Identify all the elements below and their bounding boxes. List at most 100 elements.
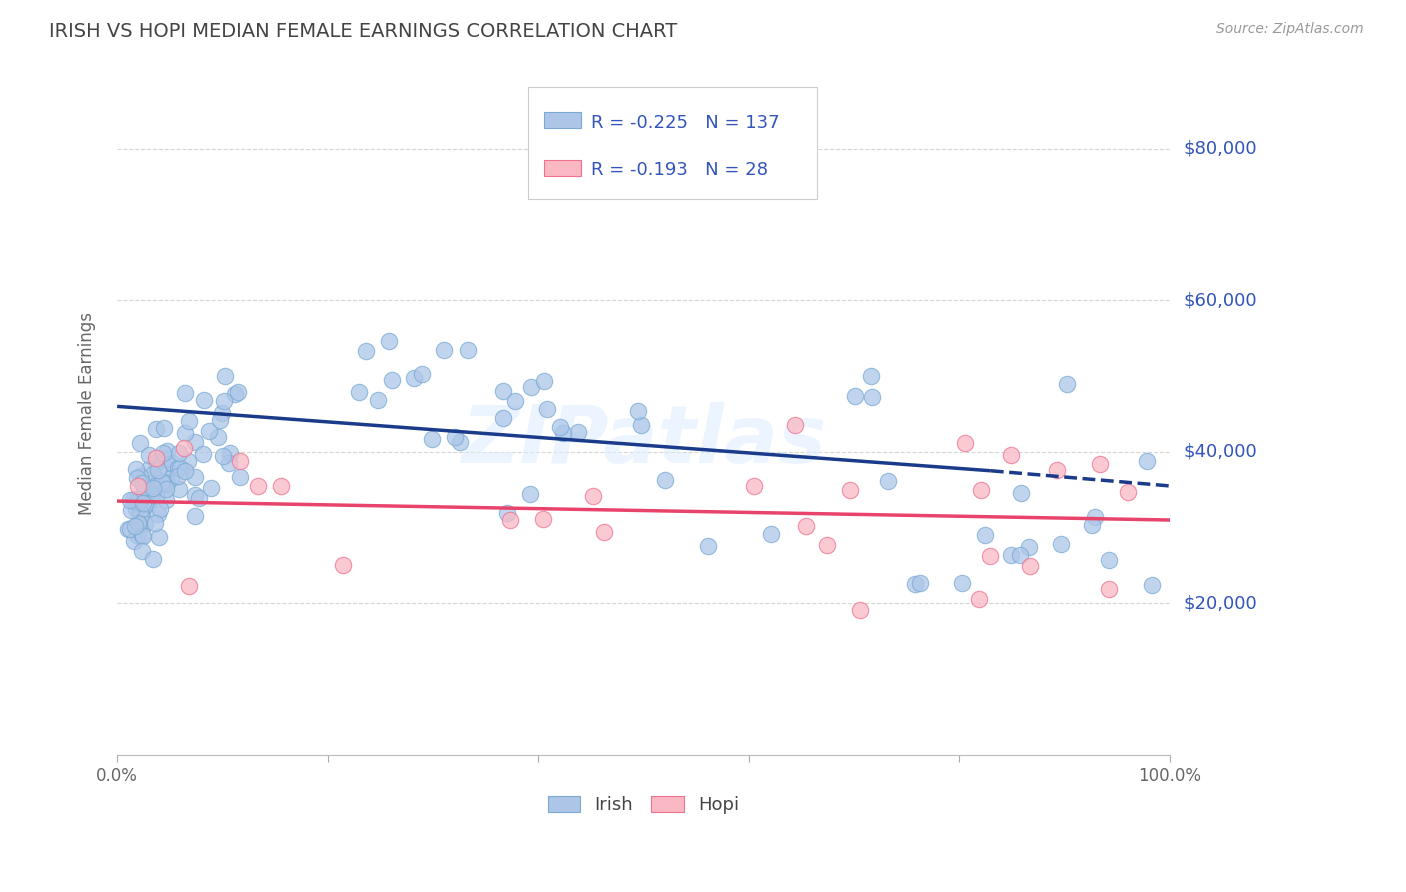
Point (184, 508, 207, 523)
Point (127, 516, 149, 530)
Point (860, 369, 883, 384)
Point (229, 470, 252, 484)
Text: $60,000: $60,000 (1184, 292, 1257, 310)
Point (198, 424, 221, 438)
Point (129, 493, 152, 508)
Point (142, 481, 165, 495)
Point (145, 450, 167, 465)
Point (167, 483, 190, 497)
Point (499, 512, 522, 526)
Point (148, 463, 170, 477)
Point (1116, 484, 1139, 499)
Point (519, 487, 541, 501)
Point (519, 380, 541, 394)
Point (246, 479, 269, 493)
Point (970, 483, 993, 497)
Point (270, 479, 292, 493)
Point (908, 575, 931, 590)
Text: R = -0.193   N = 28: R = -0.193 N = 28 (591, 161, 768, 179)
Point (125, 502, 148, 516)
Point (567, 425, 589, 439)
Point (145, 455, 167, 469)
Point (153, 477, 176, 491)
Point (156, 461, 179, 475)
Point (128, 469, 150, 483)
Point (630, 417, 652, 432)
Point (200, 481, 222, 495)
Point (536, 401, 558, 416)
Point (212, 394, 235, 409)
Point (125, 491, 148, 506)
Point (226, 384, 249, 399)
Point (183, 435, 205, 450)
Point (122, 533, 145, 548)
Point (145, 516, 167, 530)
Point (153, 421, 176, 435)
Point (742, 478, 765, 492)
Point (212, 449, 235, 463)
Point (979, 549, 1001, 563)
Point (904, 577, 927, 591)
Point (1081, 517, 1104, 532)
Point (531, 512, 554, 526)
Point (148, 502, 170, 516)
Point (129, 436, 152, 450)
Point (1010, 548, 1032, 562)
Point (179, 579, 201, 593)
Y-axis label: Median Female Earnings: Median Female Earnings (79, 312, 96, 516)
Point (129, 505, 152, 519)
Legend: Irish, Hopi: Irish, Hopi (547, 796, 740, 814)
Point (457, 343, 479, 357)
Point (173, 442, 195, 456)
Point (492, 384, 515, 398)
Point (449, 435, 471, 450)
Text: R = -0.225   N = 137: R = -0.225 N = 137 (591, 114, 779, 132)
Point (849, 603, 872, 617)
Point (955, 436, 977, 450)
Point (381, 373, 404, 387)
Point (1046, 463, 1069, 477)
Point (148, 507, 170, 521)
Point (332, 558, 354, 573)
Point (125, 470, 148, 484)
Text: ZIPatlas: ZIPatlas (461, 402, 825, 480)
Point (143, 480, 166, 494)
Point (627, 404, 650, 418)
Point (160, 471, 183, 485)
Point (367, 392, 389, 407)
Point (177, 454, 200, 468)
Point (132, 529, 155, 543)
Point (211, 406, 233, 420)
Point (150, 475, 173, 489)
Point (141, 475, 163, 490)
Point (134, 480, 156, 494)
Point (1088, 458, 1111, 472)
Point (229, 453, 252, 467)
Point (973, 528, 995, 542)
Point (593, 525, 616, 540)
Point (167, 446, 190, 460)
Point (224, 387, 246, 401)
Point (120, 522, 142, 536)
Point (174, 386, 197, 401)
Point (118, 493, 141, 508)
Point (155, 452, 177, 467)
Point (174, 464, 197, 478)
Point (844, 389, 866, 403)
Point (142, 552, 165, 566)
Point (142, 467, 165, 481)
Point (1140, 578, 1163, 592)
Point (145, 490, 167, 504)
Point (125, 461, 148, 475)
Point (969, 591, 991, 606)
Point (156, 443, 179, 458)
FancyBboxPatch shape (527, 87, 817, 199)
Point (815, 538, 838, 552)
FancyBboxPatch shape (544, 160, 581, 176)
Point (503, 394, 526, 409)
Point (124, 519, 146, 533)
Point (950, 576, 973, 591)
FancyBboxPatch shape (544, 112, 581, 128)
Point (839, 483, 862, 497)
Point (654, 473, 676, 487)
